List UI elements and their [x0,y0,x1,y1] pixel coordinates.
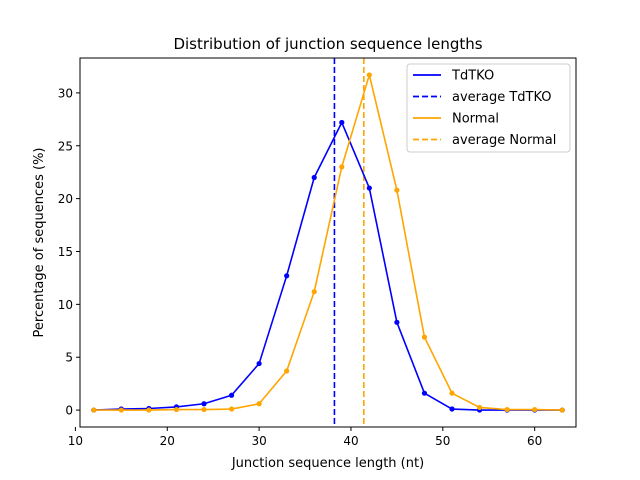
x-tick-label: 10 [68,434,83,448]
data-point [284,273,290,279]
data-point [284,368,290,374]
data-point [146,407,152,413]
data-point [118,407,124,413]
y-axis: 0 5 10 15 20 25 30 [58,86,80,418]
data-point [394,319,400,325]
data-point [504,406,510,413]
legend-box [406,63,571,153]
data-point [532,406,538,413]
data-point [559,407,565,413]
data-point [311,174,317,181]
y-tick-label: 30 [58,86,73,100]
data-point [228,406,235,412]
x-tick-label: 40 [343,434,358,448]
data-point [339,119,345,126]
y-tick-label: 0 [65,404,73,418]
y-tick-label: 15 [58,245,73,259]
legend-label: average TdTKO [452,90,552,105]
legend-label: TdTKO [451,69,494,84]
x-axis: 10 20 30 40 50 60 [68,427,542,448]
data-point [311,289,317,295]
x-tick-label: 20 [160,434,175,448]
data-point [366,72,372,78]
data-point [449,406,455,412]
legend-label: average Normal [452,133,556,148]
data-point [421,334,428,340]
series-line-0 [93,121,563,411]
data-point [449,390,455,396]
y-axis-label: Percentage of sequences (%) [32,148,47,338]
x-axis-label: Junction sequence length (nt) [231,456,424,471]
data-point [476,404,483,411]
x-tick-label: 30 [251,434,266,448]
x-tick-label: 50 [435,434,450,448]
y-tick-label: 5 [65,351,73,365]
data-point [339,164,345,170]
data-point [201,406,207,413]
y-tick-label: 25 [58,139,73,153]
x-tick-label: 60 [527,434,542,448]
data-point [91,407,97,413]
data-point [394,187,400,193]
legend: TdTKO average TdTKO Normal average Normal [406,63,571,153]
legend-label: Normal [452,112,499,127]
data-point [256,360,262,367]
data-point [228,392,235,398]
y-tick-label: 20 [58,192,73,206]
plot-area [91,58,565,427]
series-line-1 [93,74,563,411]
y-tick-label: 10 [58,298,73,312]
axes-frame [79,57,577,428]
data-point [201,401,207,407]
data-point [173,406,180,413]
data-point [256,401,262,407]
data-point [366,185,372,191]
data-point [421,390,428,396]
chart-title: Distribution of junction sequence length… [173,35,482,53]
